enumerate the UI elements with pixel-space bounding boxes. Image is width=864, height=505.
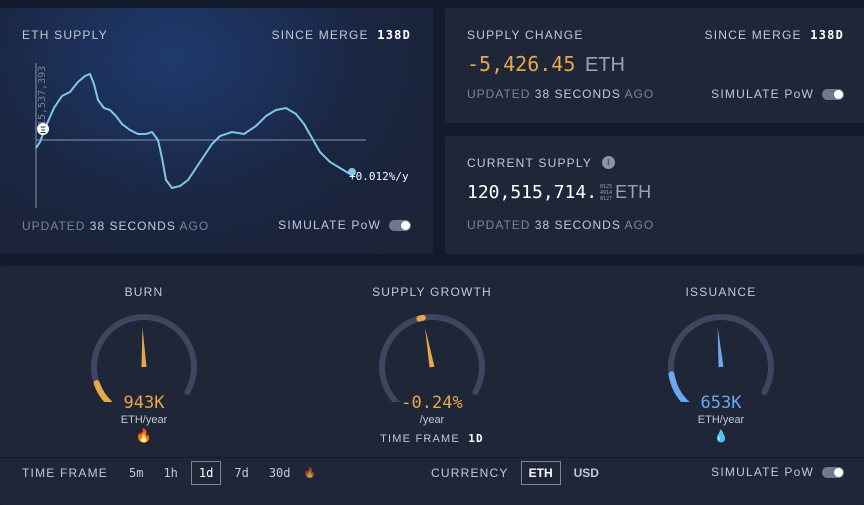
- since-merge-value: 138d: [810, 28, 844, 42]
- growth-time-frame: TIME FRAME 1d: [332, 432, 532, 445]
- burn-gauge-track: [91, 314, 197, 402]
- current-supply-card: CURRENT SUPPLY i 120,515,714. 0125 4914 …: [445, 136, 864, 254]
- supply-change-since: SINCE MERGE 138d: [705, 28, 844, 42]
- supply-change-updated: UPDATED 38 SECONDS AGO: [467, 87, 654, 101]
- currency-button-eth[interactable]: ETH: [520, 461, 561, 485]
- growth-unit: /year: [419, 414, 445, 426]
- current-point-marker: [348, 168, 356, 176]
- simulate-pow-toggle[interactable]: [389, 220, 411, 232]
- updated-prefix: UPDATED: [467, 218, 531, 232]
- current-supply-header: CURRENT SUPPLY i: [467, 156, 616, 170]
- burn-gauge: [91, 314, 197, 402]
- eth-supply-updated: UPDATED 38 SECONDS AGO: [22, 219, 209, 233]
- simulate-pow-toggle[interactable]: [822, 467, 844, 479]
- burn-unit: ETH/year: [120, 414, 168, 426]
- time-frame-buttons: 5m 1h 1d 7d 30d: [122, 461, 304, 485]
- supply-change-unit: ETH: [584, 54, 625, 76]
- growth-gauge-needle: [425, 327, 435, 368]
- eth-supply-title: ETH SUPPLY: [22, 28, 108, 42]
- issuance-gauge-needle: [717, 327, 724, 368]
- merge-marker[interactable]: [37, 123, 49, 135]
- issuance-title: ISSUANCE: [685, 285, 757, 299]
- growth-value: -0.24%: [401, 393, 463, 413]
- current-supply-unit: ETH: [615, 182, 652, 202]
- since-merge-label: SINCE MERGE: [271, 28, 369, 42]
- fire-icon[interactable]: 🔥: [303, 467, 316, 479]
- burn-value: 943K: [123, 393, 165, 413]
- fire-icon: 🔥: [135, 428, 153, 443]
- current-supply-amount: 120,515,714. 0125 4914 8127 ETH: [467, 182, 651, 203]
- supply-change-amount: -5,426.45 ETH: [467, 52, 625, 77]
- currency-selector: CURRENCY ETH USD: [431, 461, 612, 485]
- updated-prefix: UPDATED: [467, 87, 531, 101]
- time-frame-button-7d[interactable]: 7d: [234, 466, 249, 480]
- growth-gauge-fill: [416, 314, 426, 322]
- supply-rate-label: +0.012%/y: [349, 170, 409, 183]
- issuance-gauge-fill: [668, 371, 690, 402]
- eth-supply-chart[interactable]: 15,537,393 Ξ +0.012%/y: [0, 8, 433, 254]
- droplet-icon: 💧: [713, 429, 729, 443]
- supply-change-title: SUPPLY CHANGE: [467, 28, 584, 42]
- updated-suffix: AGO: [624, 218, 655, 232]
- eth-supply-card: ETH SUPPLY SINCE MERGE 138d 15,537,393 Ξ…: [0, 8, 433, 254]
- current-supply-decimals: 0125 4914 8127: [600, 183, 613, 202]
- burn-title: BURN: [124, 285, 164, 299]
- currency-button-usd[interactable]: USD: [573, 466, 599, 480]
- time-frame-button-30d[interactable]: 30d: [268, 466, 291, 480]
- updated-value: 38 SECONDS: [89, 219, 176, 233]
- growth-gauge: [379, 314, 485, 402]
- current-supply-title: CURRENT SUPPLY: [467, 156, 592, 170]
- time-frame-selector: TIME FRAME 5m 1h 1d 7d 30d 🔥: [22, 461, 316, 485]
- current-supply-updated: UPDATED 38 SECONDS AGO: [467, 218, 654, 232]
- currency-label: CURRENCY: [431, 466, 509, 480]
- burn-gauge-fill: [93, 380, 113, 402]
- eth-supply-simulate[interactable]: SIMULATE PoW: [278, 218, 411, 232]
- simulate-pow-toggle[interactable]: [822, 89, 844, 101]
- currency-buttons: ETH USD: [520, 461, 612, 485]
- y-axis-label: 15,537,393: [37, 66, 48, 126]
- eth-supply-since: SINCE MERGE 138d: [272, 28, 411, 42]
- issuance-gauge: [668, 314, 774, 402]
- gauges-card: BURN 943K ETH/year 🔥 SUPPLY GROWTH -0.24…: [0, 266, 864, 505]
- supply-line: [35, 72, 351, 190]
- updated-suffix: AGO: [624, 87, 655, 101]
- time-frame-button-5m[interactable]: 5m: [129, 466, 144, 480]
- simulate-pow-label: SIMULATE PoW: [278, 218, 381, 232]
- issuance-unit: ETH/year: [697, 414, 745, 426]
- info-icon[interactable]: i: [602, 156, 616, 169]
- time-frame-button-1d[interactable]: 1d: [190, 461, 222, 485]
- updated-value: 38 SECONDS: [534, 87, 621, 101]
- updated-value: 38 SECONDS: [534, 218, 621, 232]
- simulate-pow-label: SIMULATE PoW: [711, 87, 814, 101]
- updated-prefix: UPDATED: [22, 219, 86, 233]
- growth-tf-label: TIME FRAME: [380, 433, 460, 445]
- growth-tf-value: 1d: [468, 432, 484, 445]
- footer-simulate[interactable]: SIMULATE PoW: [711, 465, 844, 479]
- supply-change-card: SUPPLY CHANGE SINCE MERGE 138d -5,426.45…: [445, 8, 864, 123]
- updated-suffix: AGO: [179, 219, 210, 233]
- time-frame-button-1h[interactable]: 1h: [163, 466, 178, 480]
- merge-marker-label: Ξ: [40, 125, 46, 135]
- time-frame-label: TIME FRAME: [22, 466, 108, 480]
- simulate-pow-label: SIMULATE PoW: [711, 465, 814, 479]
- since-merge-value: 138d: [377, 28, 411, 42]
- growth-title: SUPPLY GROWTH: [372, 285, 492, 299]
- footer-divider: [0, 457, 864, 458]
- since-merge-label: SINCE MERGE: [704, 28, 802, 42]
- current-supply-value: 120,515,714.: [467, 182, 598, 203]
- supply-change-value: -5,426.45: [467, 52, 576, 76]
- burn-gauge-needle: [141, 327, 147, 368]
- issuance-value: 653K: [700, 393, 742, 413]
- supply-change-simulate[interactable]: SIMULATE PoW: [711, 87, 844, 101]
